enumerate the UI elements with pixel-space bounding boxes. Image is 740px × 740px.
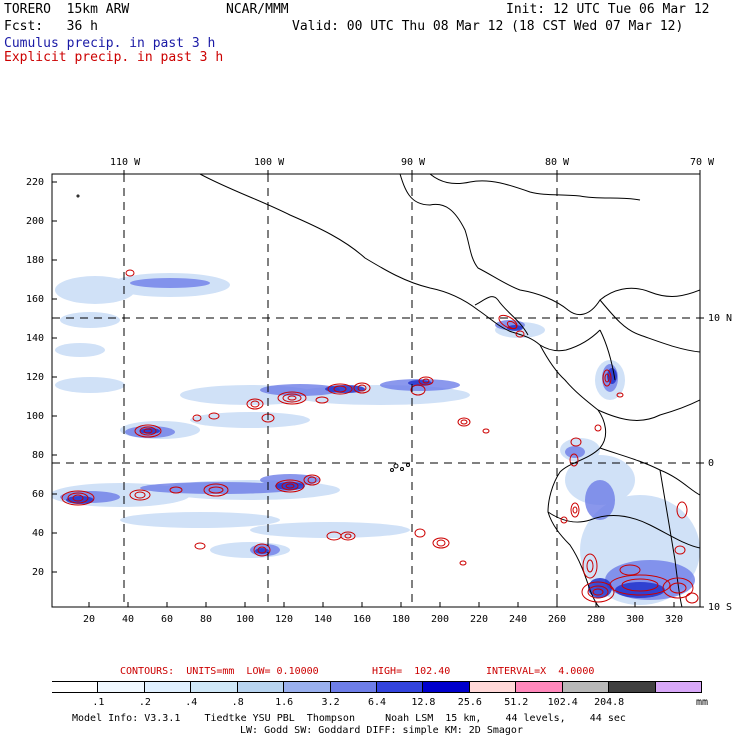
colorbar bbox=[52, 681, 702, 693]
colorbar-cell bbox=[563, 682, 609, 692]
y-tick-140: 140 bbox=[26, 333, 44, 344]
colorbar-label: .2 bbox=[139, 697, 151, 708]
x-tick-220: 220 bbox=[470, 614, 488, 625]
colorbar-cell bbox=[98, 682, 144, 692]
y-tick-20: 20 bbox=[32, 567, 44, 578]
colorbar-cell bbox=[516, 682, 562, 692]
colorbar-cell bbox=[656, 682, 702, 692]
x-tick-260: 260 bbox=[548, 614, 566, 625]
precip-map bbox=[0, 0, 740, 740]
lat-label-10s: 10 S bbox=[708, 602, 732, 613]
model-info: Model Info: V3.3.1 Tiedtke YSU PBL Thomp… bbox=[72, 713, 626, 724]
y-tick-200: 200 bbox=[26, 216, 44, 227]
y-tick-160: 160 bbox=[26, 294, 44, 305]
y-tick-120: 120 bbox=[26, 372, 44, 383]
y-tick-40: 40 bbox=[32, 528, 44, 539]
colorbar-label: .8 bbox=[232, 697, 244, 708]
colorbar-cell bbox=[331, 682, 377, 692]
colorbar-label: .4 bbox=[185, 697, 197, 708]
colorbar-cell bbox=[191, 682, 237, 692]
x-tick-160: 160 bbox=[353, 614, 371, 625]
y-tick-60: 60 bbox=[32, 489, 44, 500]
colorbar-cell bbox=[145, 682, 191, 692]
contour-units: CONTOURS: UNITS=mm LOW= 0.10000 bbox=[120, 666, 319, 677]
x-tick-20: 20 bbox=[83, 614, 95, 625]
colorbar-label: 3.2 bbox=[322, 697, 340, 708]
colorbar-label: .1 bbox=[92, 697, 104, 708]
colorbar-label: 12.8 bbox=[411, 697, 435, 708]
x-tick-240: 240 bbox=[509, 614, 527, 625]
colorbar-cell bbox=[238, 682, 284, 692]
y-tick-80: 80 bbox=[32, 450, 44, 461]
colorbar-label: 1.6 bbox=[275, 697, 293, 708]
lon-label-110w: 110 W bbox=[110, 157, 140, 168]
x-tick-120: 120 bbox=[275, 614, 293, 625]
colorbar-label: 102.4 bbox=[548, 697, 578, 708]
x-tick-280: 280 bbox=[587, 614, 605, 625]
y-tick-180: 180 bbox=[26, 255, 44, 266]
y-tick-100: 100 bbox=[26, 411, 44, 422]
colorbar-cell bbox=[52, 682, 98, 692]
lat-label-0: 0 bbox=[708, 458, 714, 469]
lon-label-70w: 70 W bbox=[690, 157, 714, 168]
lat-label-10n: 10 N bbox=[708, 313, 732, 324]
lon-label-90w: 90 W bbox=[401, 157, 425, 168]
precip-shading bbox=[50, 273, 700, 605]
x-tick-140: 140 bbox=[314, 614, 332, 625]
model-physics: LW: Godd SW: Goddard DIFF: simple KM: 2D… bbox=[240, 725, 523, 736]
x-tick-300: 300 bbox=[626, 614, 644, 625]
colorbar-cell bbox=[423, 682, 469, 692]
x-tick-40: 40 bbox=[122, 614, 134, 625]
colorbar-label: 51.2 bbox=[504, 697, 528, 708]
contour-interval: INTERVAL=X 4.0000 bbox=[486, 666, 594, 677]
x-tick-80: 80 bbox=[200, 614, 212, 625]
lon-label-100w: 100 W bbox=[254, 157, 284, 168]
lon-label-80w: 80 W bbox=[545, 157, 569, 168]
x-tick-180: 180 bbox=[392, 614, 410, 625]
colorbar-unit: mm bbox=[696, 697, 708, 708]
y-tick-220: 220 bbox=[26, 177, 44, 188]
colorbar-cell bbox=[377, 682, 423, 692]
colorbar-cell bbox=[470, 682, 516, 692]
colorbar-label: 204.8 bbox=[594, 697, 624, 708]
colorbar-label: 25.6 bbox=[458, 697, 482, 708]
colorbar-cell bbox=[284, 682, 330, 692]
colorbar-cell bbox=[609, 682, 655, 692]
x-tick-200: 200 bbox=[431, 614, 449, 625]
x-tick-100: 100 bbox=[236, 614, 254, 625]
colorbar-label: 6.4 bbox=[368, 697, 386, 708]
x-tick-320: 320 bbox=[665, 614, 683, 625]
contour-high: HIGH= 102.40 bbox=[372, 666, 450, 677]
x-tick-60: 60 bbox=[161, 614, 173, 625]
